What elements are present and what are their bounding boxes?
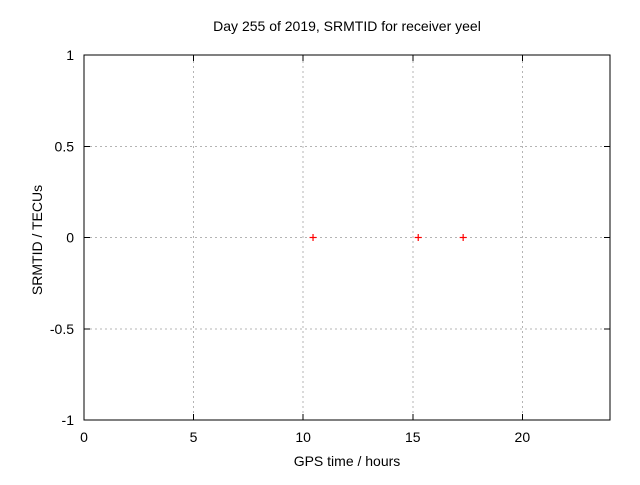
x-axis-label: GPS time / hours bbox=[294, 453, 401, 469]
y-tick-label: -0.5 bbox=[50, 321, 74, 337]
chart-title: Day 255 of 2019, SRMTID for receiver yee… bbox=[213, 18, 481, 34]
y-tick-label: -1 bbox=[62, 412, 75, 428]
y-tick-label: 0.5 bbox=[55, 138, 75, 154]
x-tick-label: 0 bbox=[80, 429, 88, 445]
x-tick-label: 5 bbox=[190, 429, 198, 445]
y-tick-labels: 1 0.5 0 -0.5 -1 bbox=[50, 47, 74, 428]
x-tick-label: 15 bbox=[405, 429, 421, 445]
plot-border bbox=[83, 54, 611, 421]
x-tick-labels: 0 5 10 15 20 bbox=[80, 429, 530, 445]
data-point-marker bbox=[414, 234, 422, 241]
gridlines bbox=[85, 56, 609, 419]
y-tick-label: 0 bbox=[66, 230, 74, 246]
data-point-marker bbox=[459, 234, 467, 241]
data-point-marker bbox=[309, 234, 317, 241]
y-axis-label: SRMTID / TECUs bbox=[29, 185, 45, 295]
x-tick-label: 20 bbox=[515, 429, 531, 445]
data-points bbox=[309, 234, 467, 241]
y-tick-label: 1 bbox=[66, 47, 74, 63]
x-tick-label: 10 bbox=[295, 429, 311, 445]
